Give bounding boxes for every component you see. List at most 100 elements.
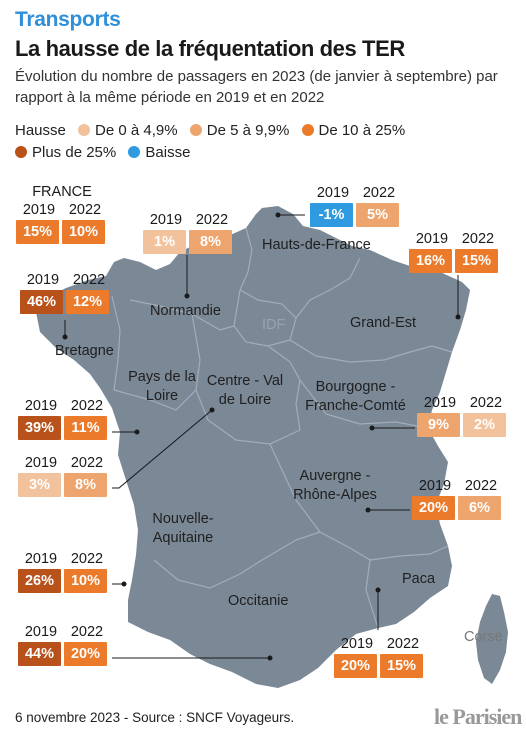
- region-label-nouvelle-aquitaine: Nouvelle-Aquitaine: [152, 511, 214, 546]
- border-pdl-na: [113, 389, 197, 411]
- leader-dot: [209, 407, 215, 413]
- callout-bourgogne: 2019 2022 9% 2%: [417, 395, 509, 437]
- year-label: 2019: [415, 231, 449, 247]
- year-label: 2019: [149, 212, 183, 228]
- legend-swatch: [301, 124, 314, 136]
- year-label: 2022: [461, 231, 495, 247]
- callout-bretagne: 2019 2022 46% 12%: [20, 272, 112, 314]
- border-ara-paca: [369, 545, 449, 561]
- value-badge: 20%: [64, 642, 107, 666]
- region-label-normandie: Normandie: [150, 303, 221, 319]
- border-bretagne-pdl: [111, 295, 121, 391]
- year-label: 2022: [469, 395, 503, 411]
- legend-item: De 0 à 4,9%: [78, 120, 178, 142]
- value-badge: 46%: [20, 290, 63, 314]
- value-badge: 15%: [455, 249, 498, 273]
- legend-label: De 10 à 25%: [318, 122, 406, 139]
- leader-dot: [267, 655, 273, 661]
- le-parisien-logo: le Parisien: [434, 704, 522, 729]
- year-label: 2022: [70, 455, 104, 471]
- legend-item: De 5 à 9,9%: [189, 120, 290, 142]
- value-badge: 10%: [62, 220, 105, 244]
- value-badge: 3%: [18, 473, 61, 497]
- year-label: 2019: [24, 551, 58, 567]
- year-label: 2019: [22, 202, 56, 218]
- year-label: 2022: [70, 551, 104, 567]
- legend: Hausse De 0 à 4,9% De 5 à 9,9% De 10 à 2…: [15, 120, 520, 164]
- border-na-ara: [269, 443, 297, 501]
- leader-dot: [121, 581, 127, 587]
- legend-label: De 0 à 4,9%: [95, 122, 178, 139]
- value-badge: 15%: [16, 220, 59, 244]
- value-badge: 11%: [64, 416, 107, 440]
- year-label: 2019: [24, 455, 58, 471]
- legend-label: De 5 à 9,9%: [206, 122, 290, 139]
- legend-swatch: [78, 124, 91, 136]
- border-na-occ: [153, 531, 321, 589]
- year-label: 2019: [316, 185, 350, 201]
- callout-pays-de-la-loire: 2019 2022 39% 11%: [18, 398, 110, 440]
- year-label: 2022: [195, 212, 229, 228]
- value-badge: 10%: [64, 569, 107, 593]
- callout-normandie: 2019 2022 1% 8%: [143, 212, 235, 254]
- border-hdf-ge: [295, 257, 361, 319]
- legend-item: Baisse: [128, 142, 190, 164]
- region-label-centre: Centre - Val de Loire: [206, 373, 284, 408]
- region-label-auvergne: Auvergne - Rhône-Alpes: [293, 468, 377, 503]
- legend-swatch: [189, 124, 202, 136]
- callout-nouvelle-aquitaine: 2019 2022 26% 10%: [18, 551, 110, 593]
- value-badge: -1%: [310, 203, 353, 227]
- year-label: 2022: [70, 624, 104, 640]
- value-badge: 20%: [334, 654, 377, 678]
- value-badge: 39%: [18, 416, 61, 440]
- legend-swatch: [15, 146, 27, 158]
- leader-dot: [134, 429, 140, 435]
- border-occ-paca: [365, 559, 379, 629]
- region-label-bourgogne: Bourgogne - Franche-Comté: [305, 379, 406, 414]
- year-label: 2022: [386, 636, 420, 652]
- year-label: 2022: [72, 272, 106, 288]
- year-label: 2019: [24, 624, 58, 640]
- value-badge: 2%: [463, 413, 506, 437]
- callout-hauts-de-france: 2019 2022 -1% 5%: [310, 185, 402, 227]
- value-badge: 1%: [143, 230, 186, 254]
- year-label: 2019: [418, 478, 452, 494]
- corse-shape: [476, 594, 508, 684]
- callout-paca: 2019 2022 20% 15%: [334, 636, 426, 678]
- year-label: 2019: [26, 272, 60, 288]
- year-label: 2019: [340, 636, 374, 652]
- leader-dot: [369, 425, 375, 431]
- callout-france: FRANCE 2019 2022 15% 10%: [16, 184, 108, 244]
- leader-dot: [62, 334, 68, 340]
- leader-centre: [112, 409, 213, 489]
- kicker: Transports: [15, 8, 121, 31]
- border-bfc-ara: [299, 379, 429, 429]
- callout-occitanie: 2019 2022 44% 20%: [18, 624, 110, 666]
- leader-dot: [184, 293, 190, 299]
- border-ara-occ: [295, 499, 371, 561]
- region-label-hauts-de-france: Hauts-de-France: [262, 237, 371, 253]
- border-centre-pdl: [191, 313, 201, 361]
- leader-dot: [375, 587, 381, 593]
- year-label: 2019: [24, 398, 58, 414]
- region-label-corse: Corse: [464, 629, 503, 645]
- value-badge: 16%: [409, 249, 452, 273]
- border-centre-bfc: [267, 345, 301, 431]
- value-badge: 15%: [380, 654, 423, 678]
- year-label: 2022: [68, 202, 102, 218]
- value-badge: 8%: [189, 230, 232, 254]
- callout-grand-est: 2019 2022 16% 15%: [409, 231, 501, 273]
- region-label-paca: Paca: [402, 571, 436, 587]
- value-badge: 20%: [412, 496, 455, 520]
- leader-dot: [455, 314, 461, 320]
- border-centre-na: [195, 359, 301, 445]
- value-badge: 26%: [18, 569, 61, 593]
- year-label: 2022: [464, 478, 498, 494]
- region-label-occitanie: Occitanie: [228, 593, 289, 609]
- legend-swatch: [128, 146, 141, 158]
- region-label-bretagne: Bretagne: [55, 343, 114, 359]
- year-label: 2022: [362, 185, 396, 201]
- value-badge: 5%: [356, 203, 399, 227]
- region-label-pays-de-la-loire: Pays de la Loire: [128, 369, 196, 404]
